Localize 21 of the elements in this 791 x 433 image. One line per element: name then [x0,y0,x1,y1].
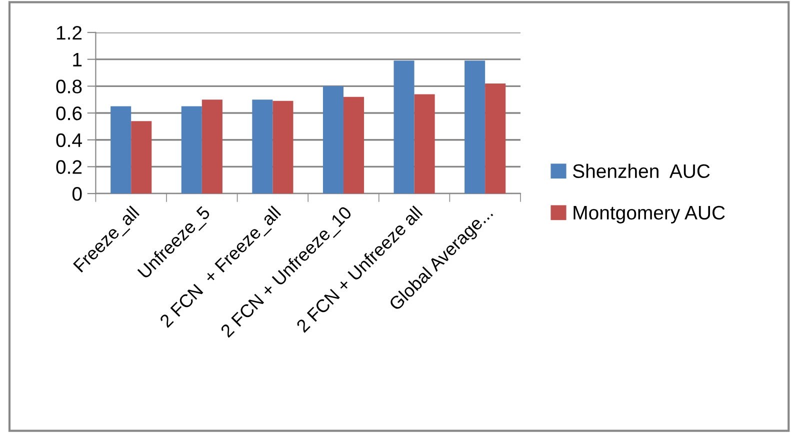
y-tick-label: 1.2 [56,26,82,40]
y-tick-label: 0.2 [56,160,82,174]
bar [414,94,435,194]
bar [181,106,202,194]
legend-label: Shenzhen AUC [572,164,710,178]
y-tick-label: 0 [72,187,82,201]
bar [252,100,273,194]
bar [394,60,414,194]
y-tick-label: 0.6 [56,106,82,120]
y-tick-label: 0.8 [56,80,82,94]
bar [272,100,294,194]
y-tick-label: 0.4 [56,133,82,148]
y-tick-label: 1 [73,52,82,66]
bar [202,100,222,194]
legend-label: Montgomery AUC [574,206,725,224]
bar [322,86,344,194]
bar [464,60,486,194]
bar [110,106,132,194]
bar [343,96,364,194]
bar [485,83,506,194]
bar [131,121,152,194]
